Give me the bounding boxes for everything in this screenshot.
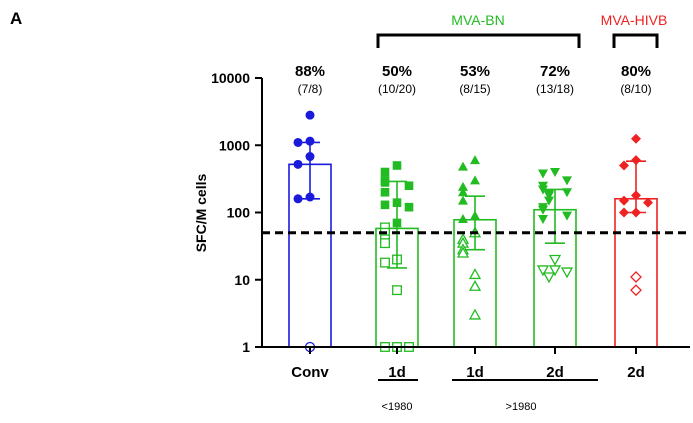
data-point — [536, 265, 550, 277]
data-point — [619, 160, 629, 171]
data-point — [562, 188, 572, 198]
mva-hivb-bracket — [612, 33, 659, 48]
data-point — [468, 308, 482, 320]
fraction-positive-label: (7/8) — [298, 82, 323, 96]
y-tick-label: 10 — [234, 272, 250, 288]
mva-bn-header-label: MVA-BN — [451, 12, 504, 28]
fraction-positive-label: (13/18) — [536, 82, 574, 96]
x-tick-label: 1d — [388, 364, 406, 381]
data-point — [562, 211, 572, 221]
percent-positive-label: 88% — [295, 63, 325, 80]
data-point — [619, 207, 629, 218]
data-point — [542, 272, 556, 284]
y-tick-label: 1 — [242, 339, 250, 355]
data-point — [548, 265, 562, 277]
x-tick-label: 2d — [546, 364, 564, 381]
axes: 1 10 100 1000 10000 Conv 1d 1d 2d 2d SFC/M cells — [193, 70, 690, 381]
data-point — [470, 155, 480, 165]
data-point — [538, 185, 548, 195]
birth-year-annotations: <1980 >1980 — [378, 379, 598, 413]
fraction-positive-label: (8/15) — [459, 82, 490, 96]
pre-1980-label: <1980 — [382, 401, 413, 413]
data-point — [544, 196, 554, 206]
data-point — [392, 161, 402, 170]
x-ticks: Conv 1d 1d 2d 2d — [291, 347, 645, 381]
x-tick-label: Conv — [291, 364, 329, 381]
data-point — [293, 159, 303, 169]
data-point — [380, 178, 390, 187]
data-point — [630, 284, 642, 297]
mva-hivb-header-label: MVA-HIVB — [601, 12, 668, 28]
data-point — [538, 205, 548, 215]
data-point — [631, 155, 641, 166]
post-1980-label: >1980 — [506, 401, 537, 413]
data-points — [293, 110, 653, 353]
data-point — [631, 133, 641, 144]
data-point — [380, 167, 390, 177]
data-point — [619, 195, 629, 206]
percent-positive-label: 50% — [382, 63, 412, 80]
data-point — [630, 271, 642, 283]
percent-positive-label: 72% — [540, 63, 570, 80]
data-point — [643, 197, 653, 208]
percent-positive-label: 80% — [621, 63, 651, 80]
data-point — [458, 181, 468, 191]
mva-bn-bracket — [376, 33, 581, 48]
data-point — [458, 214, 468, 224]
group-header: MVA-BN MVA-HIVB — [376, 12, 668, 48]
y-tick-label: 10000 — [211, 70, 250, 86]
y-ticks: 1 10 100 1000 10000 — [211, 70, 262, 355]
data-point — [404, 202, 414, 212]
fraction-positive-label: (8/10) — [620, 82, 651, 96]
data-point — [392, 285, 402, 296]
data-point — [293, 194, 303, 204]
data-point — [305, 110, 315, 120]
data-point — [458, 195, 468, 205]
data-point — [458, 187, 468, 197]
data-point — [544, 191, 554, 201]
data-point — [380, 238, 390, 249]
bars — [288, 163, 658, 348]
data-point — [458, 161, 468, 171]
y-axis-label: SFC/M cells — [193, 174, 209, 253]
data-point — [305, 136, 315, 146]
data-point — [562, 176, 572, 186]
panel-label: A — [10, 9, 22, 28]
x-tick-label: 2d — [627, 364, 645, 381]
data-point — [550, 168, 560, 178]
y-tick-label: 100 — [227, 205, 251, 221]
percent-labels: 88% (7/8) 50% (10/20) 53% (8/15) 72% (13/18) 80%… — [295, 63, 652, 96]
data-point — [468, 268, 482, 280]
data-point — [548, 254, 562, 266]
data-point — [404, 181, 414, 191]
data-point — [468, 279, 482, 291]
fraction-positive-label: (10/20) — [378, 82, 416, 96]
data-point — [470, 175, 480, 185]
data-point — [380, 187, 390, 197]
x-tick-label: 1d — [466, 364, 484, 381]
data-point — [538, 215, 548, 225]
data-point — [380, 257, 390, 268]
data-point — [293, 137, 303, 147]
percent-positive-label: 53% — [460, 63, 490, 80]
data-point — [538, 169, 548, 179]
data-point — [560, 267, 574, 279]
data-point — [380, 200, 390, 210]
data-point — [456, 246, 470, 258]
y-tick-label: 1000 — [219, 137, 250, 153]
